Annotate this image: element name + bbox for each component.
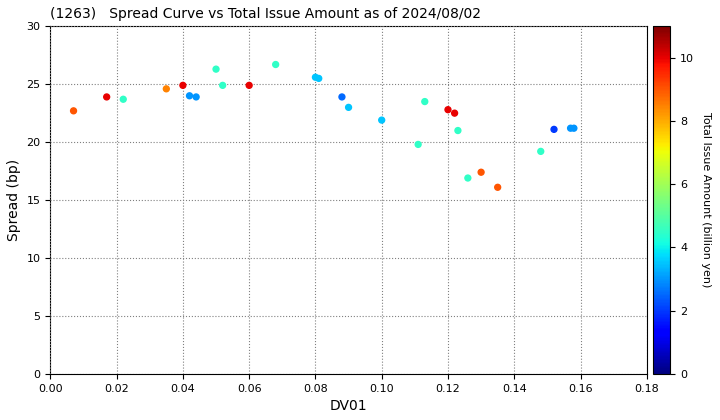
Text: (1263)   Spread Curve vs Total Issue Amount as of 2024/08/02: (1263) Spread Curve vs Total Issue Amoun… (50, 7, 482, 21)
Y-axis label: Spread (bp): Spread (bp) (7, 159, 21, 241)
X-axis label: DV01: DV01 (330, 399, 367, 413)
Point (310, 74, 321, 81)
Point (101, 94, 112, 100)
Y-axis label: Total Issue Amount (billion yen): Total Issue Amount (billion yen) (701, 112, 711, 288)
Point (413, 141, 424, 148)
Point (564, 125, 576, 131)
Point (343, 104, 354, 111)
Point (442, 106, 454, 113)
Point (217, 82, 228, 89)
Point (449, 110, 460, 116)
Point (190, 94, 202, 100)
Point (492, 184, 503, 191)
Point (475, 169, 487, 176)
Point (452, 127, 464, 134)
Point (376, 117, 387, 123)
Point (68, 108, 79, 114)
Point (313, 75, 325, 82)
Point (177, 82, 189, 89)
Point (548, 126, 559, 133)
Point (535, 148, 546, 155)
Point (419, 98, 431, 105)
Point (462, 175, 474, 181)
Point (243, 82, 255, 89)
Point (568, 125, 580, 131)
Point (210, 66, 222, 73)
Point (184, 92, 195, 99)
Point (336, 94, 348, 100)
Point (270, 61, 282, 68)
Point (117, 96, 129, 102)
Point (161, 85, 172, 92)
